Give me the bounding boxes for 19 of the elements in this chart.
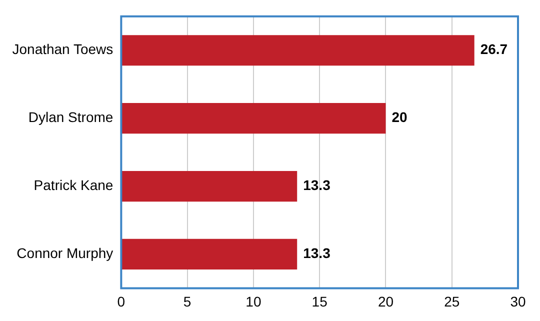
bar (122, 103, 386, 134)
x-tick-label: 15 (312, 293, 328, 310)
y-tick-label: Connor Murphy (16, 245, 114, 262)
x-tick-label: 20 (378, 293, 394, 310)
bar (122, 238, 298, 270)
y-tick-label: Jonathan Toews (12, 41, 114, 58)
y-tick-label: Dylan Strome (28, 109, 114, 126)
x-tick-label: 0 (117, 293, 126, 310)
y-tick-label: Patrick Kane (34, 177, 114, 194)
data-label: 26.7 (480, 41, 508, 58)
x-tick-label: 30 (510, 293, 526, 310)
x-tick-label: 10 (246, 293, 262, 310)
data-label: 13.3 (303, 177, 331, 194)
data-label: 13.3 (303, 245, 331, 262)
x-tick-label: 25 (444, 293, 460, 310)
data-label: 20 (392, 109, 408, 126)
bar (122, 35, 474, 66)
bar (122, 170, 298, 202)
x-tick-label: 5 (183, 293, 192, 310)
